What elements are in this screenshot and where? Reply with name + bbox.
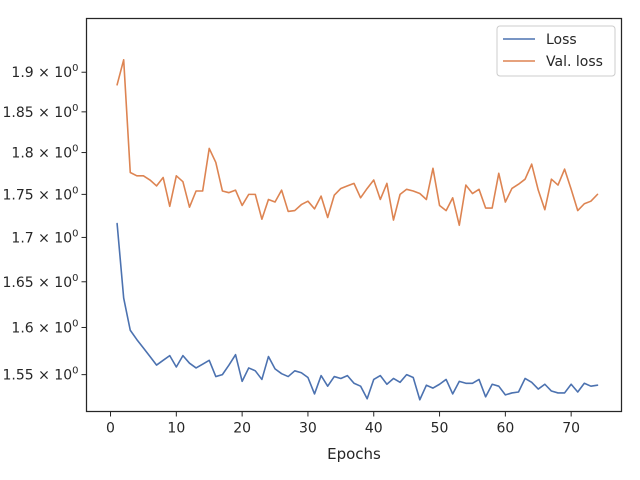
y-tick-label: 1.75 × 100 xyxy=(3,185,79,203)
x-axis-ticks: 0 10 20 30 40 50 60 70 xyxy=(106,411,580,437)
x-axis-label: Epochs xyxy=(327,445,381,463)
x-tick-label: 20 xyxy=(233,421,251,437)
x-tick-label: 30 xyxy=(299,421,317,437)
y-axis-ticks: 1.55 × 100 1.6 × 100 1.65 × 100 1.7 × 100 1.… xyxy=(3,63,87,384)
x-tick-label: 60 xyxy=(496,421,514,437)
x-tick-label: 40 xyxy=(365,421,383,437)
y-tick-label: 1.85 × 100 xyxy=(3,103,79,121)
y-tick-label: 1.55 × 100 xyxy=(3,366,79,384)
x-tick-label: 50 xyxy=(431,421,449,437)
legend: Loss Val. loss xyxy=(496,25,616,77)
series-line-loss xyxy=(116,222,599,401)
legend-label-val-loss: Val. loss xyxy=(546,54,603,70)
series-line-val-loss xyxy=(116,58,599,227)
y-tick-label: 1.6 × 100 xyxy=(11,318,78,336)
x-tick-label: 10 xyxy=(167,421,185,437)
y-tick-label: 1.9 × 100 xyxy=(11,63,78,81)
x-tick-label: 70 xyxy=(562,421,580,437)
y-tick-label: 1.65 × 100 xyxy=(3,273,79,291)
plot-lines xyxy=(116,58,599,401)
plot-frame xyxy=(85,17,623,413)
y-tick-label: 1.8 × 100 xyxy=(11,144,78,162)
x-tick-label: 0 xyxy=(106,421,115,437)
y-tick-label: 1.7 × 100 xyxy=(11,228,78,246)
legend-label-loss: Loss xyxy=(546,32,577,48)
